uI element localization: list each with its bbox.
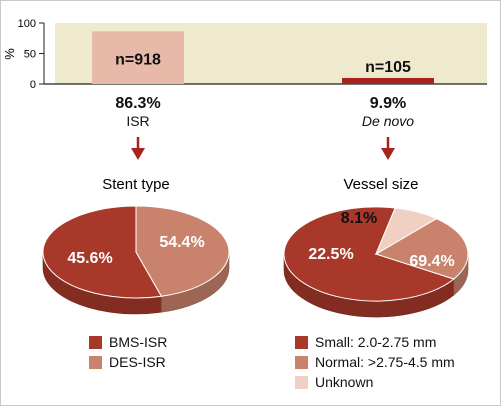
pie-slice	[42, 205, 163, 299]
pie-slice	[374, 207, 438, 256]
pie-value-label: 45.6%	[67, 250, 112, 267]
y-ticks: 0 50 100	[18, 18, 44, 91]
legend-swatch	[89, 336, 102, 349]
pie-value-label: 69.4%	[409, 253, 454, 270]
percent-labels: 86.3% 9.9%	[115, 95, 406, 112]
legend-swatch	[295, 356, 308, 369]
pie-chart-stent-type: 54.4% 45.6%	[42, 205, 230, 315]
y-axis-label: %	[2, 48, 17, 60]
pie-title-stent-type: Stent type	[102, 176, 170, 193]
legend-label: Unknown	[315, 374, 373, 390]
down-arrow-icon	[381, 137, 395, 160]
legend-label: BMS-ISR	[109, 334, 167, 350]
category-labels: ISR De novo	[126, 113, 414, 129]
pie-chart-vessel-size: 69.4% 22.5% 8.1%	[283, 206, 469, 318]
y-tick-label: 0	[30, 79, 36, 91]
legend-swatch	[89, 356, 102, 369]
arrows	[131, 137, 395, 160]
pie-value-label: 22.5%	[308, 246, 353, 263]
bar-chart: % 0 50 100 n=918 n=105 86.3% 9.9% ISR De novo	[2, 18, 487, 129]
legend-swatch	[295, 376, 308, 389]
pie-slice	[283, 206, 455, 302]
legend-label: Normal: >2.75-4.5 mm	[315, 354, 455, 370]
y-tick-label: 100	[18, 18, 36, 30]
y-tick-label: 50	[24, 49, 36, 61]
pie-value-label: 54.4%	[159, 234, 204, 251]
legend-stent-type: BMS-ISR DES-ISR	[89, 334, 167, 370]
legend-label: DES-ISR	[109, 354, 166, 370]
legend-swatch	[295, 336, 308, 349]
pie-slice	[374, 218, 469, 280]
pie-value-label: 8.1%	[341, 210, 377, 227]
bar-count-label: n=105	[365, 59, 411, 76]
down-arrow-icon	[131, 137, 145, 160]
pie-title-vessel-size: Vessel size	[343, 176, 418, 193]
pie-slice	[135, 205, 230, 297]
bar-percent-label: 9.9%	[370, 95, 406, 112]
bar	[92, 31, 184, 84]
legend-vessel-size: Small: 2.0-2.75 mm Normal: >2.75-4.5 mm Un…	[295, 334, 455, 390]
bar-count-label: n=918	[115, 51, 161, 68]
bar-value-labels: n=918 n=105	[115, 51, 411, 76]
legend-label: Small: 2.0-2.75 mm	[315, 334, 436, 350]
bar	[342, 77, 434, 84]
category-label: ISR	[126, 113, 149, 129]
category-label: De novo	[362, 113, 414, 129]
bar-percent-label: 86.3%	[115, 95, 160, 112]
bars	[92, 31, 434, 84]
